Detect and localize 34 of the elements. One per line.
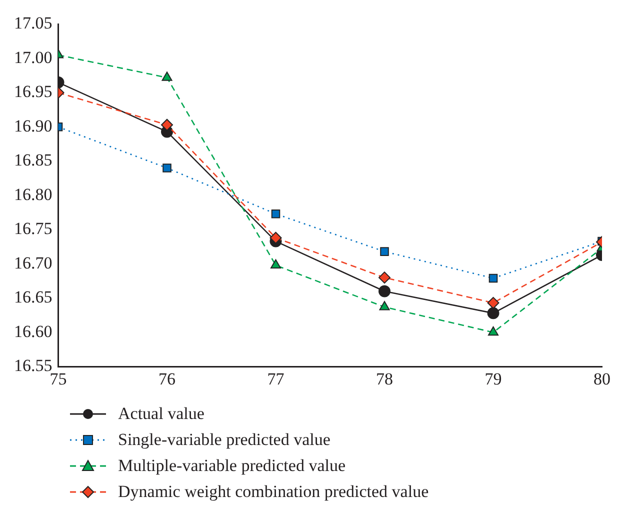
y-tick-label: 16.85 bbox=[14, 150, 52, 170]
point bbox=[488, 274, 498, 283]
point bbox=[487, 296, 500, 309]
x-tick-label: 76 bbox=[158, 369, 176, 388]
point bbox=[487, 307, 500, 320]
point bbox=[161, 118, 173, 131]
x-tick-label: 77 bbox=[267, 369, 285, 388]
point bbox=[270, 259, 282, 268]
point bbox=[378, 285, 390, 298]
point bbox=[380, 247, 389, 256]
point bbox=[162, 164, 172, 172]
point bbox=[488, 326, 499, 336]
y-tick-label: 16.95 bbox=[14, 82, 52, 102]
y-tick-label: 16.65 bbox=[14, 288, 52, 307]
x-tick-label: 78 bbox=[376, 369, 393, 388]
legend-label: Dynamic weight combination predicted value bbox=[118, 481, 429, 503]
point bbox=[271, 210, 280, 218]
point bbox=[162, 72, 172, 81]
legend-label: Multiple-variable predicted value bbox=[118, 455, 346, 477]
y-tick-label: 17.00 bbox=[14, 48, 52, 67]
legend-label: Actual value bbox=[118, 403, 204, 425]
point bbox=[270, 232, 282, 244]
y-tick-label: 16.75 bbox=[14, 219, 52, 238]
y-tick-label: 16.60 bbox=[14, 322, 52, 341]
point bbox=[379, 301, 390, 310]
x-tick-label: 79 bbox=[484, 369, 502, 388]
y-tick-label: 17.05 bbox=[14, 14, 52, 33]
y-tick-label: 16.90 bbox=[14, 116, 52, 136]
legend-label: Single-variable predicted value bbox=[118, 429, 330, 451]
point bbox=[378, 272, 390, 284]
y-tick-label: 16.80 bbox=[14, 184, 52, 204]
x-tick-label: 75 bbox=[50, 369, 67, 388]
y-tick-label: 16.70 bbox=[14, 253, 52, 272]
x-tick-label: 80 bbox=[594, 369, 610, 388]
